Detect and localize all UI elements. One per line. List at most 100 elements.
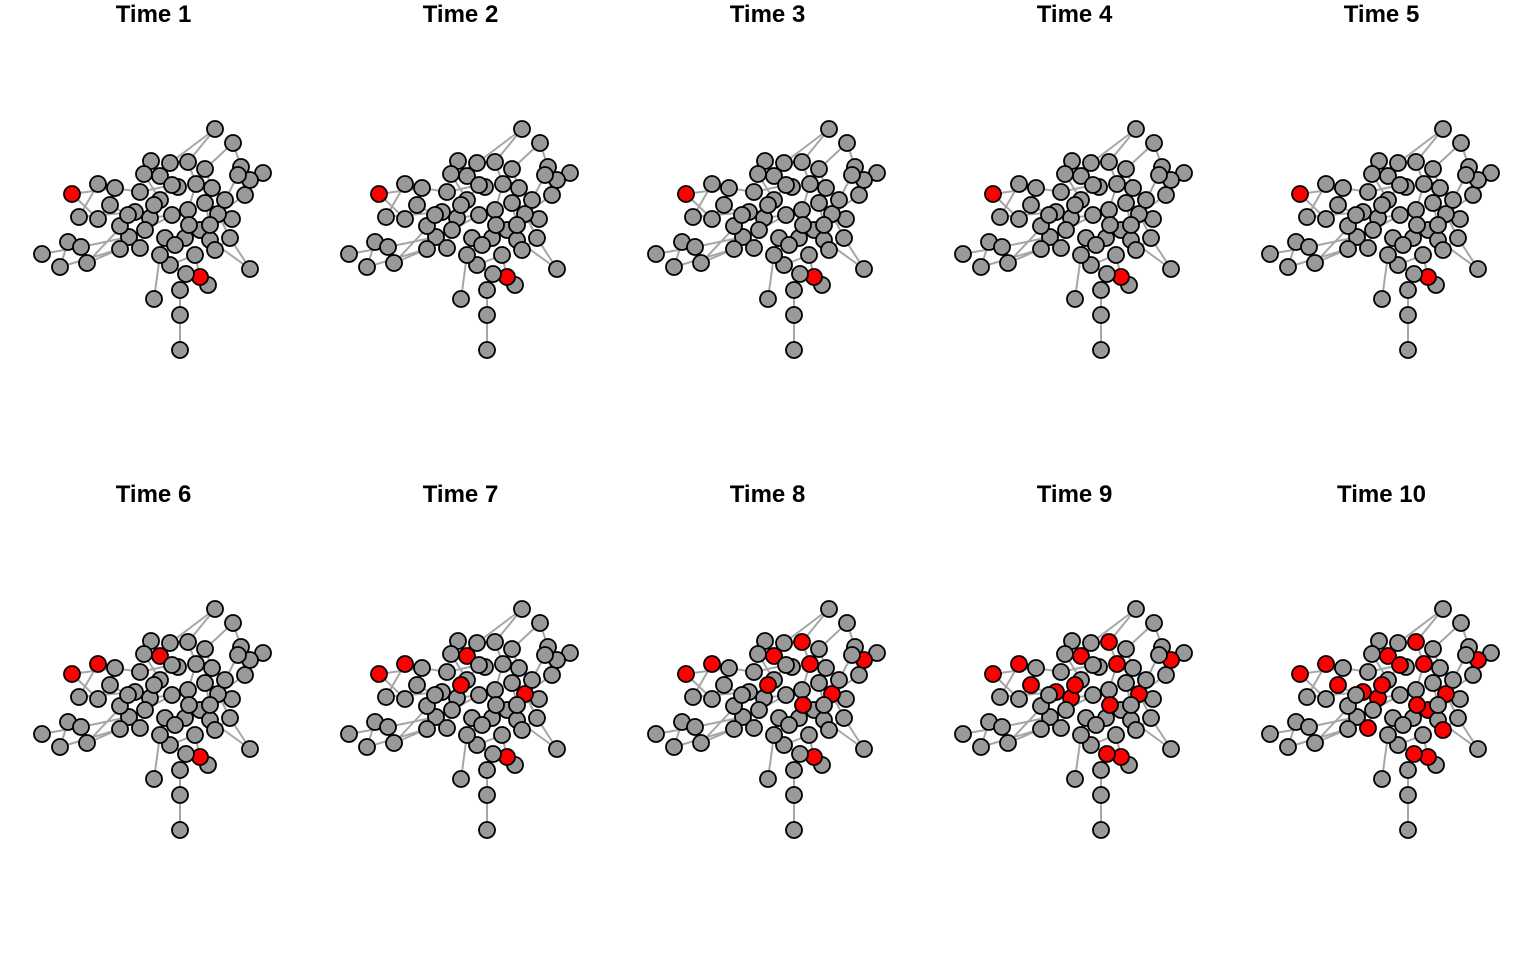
infected-node [370, 665, 388, 683]
network-node [1082, 154, 1100, 172]
network-node [1334, 659, 1352, 677]
network-node [548, 740, 566, 758]
network-node [151, 726, 169, 744]
network-node [458, 726, 476, 744]
network-node [647, 725, 665, 743]
network-node [206, 241, 224, 259]
network-node [1379, 246, 1397, 264]
network-node [493, 246, 511, 264]
network-node [161, 634, 179, 652]
network-node [1124, 659, 1142, 677]
network-node [508, 216, 526, 234]
network-node [1469, 260, 1487, 278]
network-node [1092, 281, 1110, 299]
network-node [1394, 716, 1412, 734]
panel-title: Time 3 [729, 1, 806, 28]
network-node [493, 726, 511, 744]
network-node [478, 786, 496, 804]
network-panel: Time 1 [0, 0, 307, 480]
network-node [785, 786, 803, 804]
network-node [206, 120, 224, 138]
network-node [1300, 238, 1318, 256]
network-node [426, 686, 444, 704]
network-node [221, 709, 239, 727]
network-node [236, 666, 254, 684]
network-node [777, 176, 795, 194]
infected-node [1066, 676, 1084, 694]
network-node [503, 194, 521, 212]
network-node [1092, 306, 1110, 324]
network-graph [954, 600, 1193, 839]
network-node [201, 696, 219, 714]
network-node [1414, 246, 1432, 264]
network-node [171, 281, 189, 299]
network-node [452, 290, 470, 308]
network-node [703, 690, 721, 708]
network-node [838, 614, 856, 632]
network-node [163, 656, 181, 674]
network-node [196, 640, 214, 658]
network-node [229, 166, 247, 184]
network-node [810, 674, 828, 692]
network-node [1092, 821, 1110, 839]
network-node [1084, 686, 1102, 704]
network-node [72, 238, 90, 256]
infected-node [1391, 656, 1409, 674]
network-node [665, 258, 683, 276]
network-node [800, 246, 818, 264]
network-edge [1090, 128, 1137, 164]
infected-node [1291, 665, 1309, 683]
network-node [536, 166, 554, 184]
network-node [229, 646, 247, 664]
network-node [473, 716, 491, 734]
network-node [791, 745, 809, 763]
network-node [1469, 740, 1487, 758]
network-node [171, 306, 189, 324]
network-node [1434, 241, 1452, 259]
network-node [1414, 726, 1432, 744]
network-node [438, 239, 456, 257]
network-node [1261, 245, 1279, 263]
network-node [780, 236, 798, 254]
network-node [725, 720, 743, 738]
network-node [236, 186, 254, 204]
network-node [1415, 175, 1433, 193]
network-node [993, 718, 1011, 736]
network-node [396, 690, 414, 708]
network-node [179, 153, 197, 171]
network-graph [340, 120, 579, 359]
network-node [340, 245, 358, 263]
network-node [484, 265, 502, 283]
network-node [486, 201, 504, 219]
network-graph [954, 120, 1193, 359]
network-node [1100, 681, 1118, 699]
network-node [972, 738, 990, 756]
network-node [1429, 696, 1447, 714]
network-node [1408, 216, 1426, 234]
infected-node [1373, 676, 1391, 694]
network-node [119, 686, 137, 704]
infected-node [765, 647, 783, 665]
network-node [131, 663, 149, 681]
network-node [145, 290, 163, 308]
network-edge [476, 128, 523, 164]
network-node [991, 208, 1009, 226]
network-node [528, 229, 546, 247]
network-node [775, 634, 793, 652]
network-node [1056, 165, 1074, 183]
infected-node [1379, 647, 1397, 665]
network-node [1391, 686, 1409, 704]
network-node [1157, 666, 1175, 684]
infected-node [89, 655, 107, 673]
network-node [1087, 236, 1105, 254]
network-node [470, 686, 488, 704]
network-node [684, 208, 702, 226]
network-node [1145, 614, 1163, 632]
network-node [101, 196, 119, 214]
network-node [665, 738, 683, 756]
panel-title: Time 8 [729, 481, 806, 508]
network-node [33, 245, 51, 263]
network-node [206, 600, 224, 618]
network-node [111, 240, 129, 258]
network-node [1117, 640, 1135, 658]
